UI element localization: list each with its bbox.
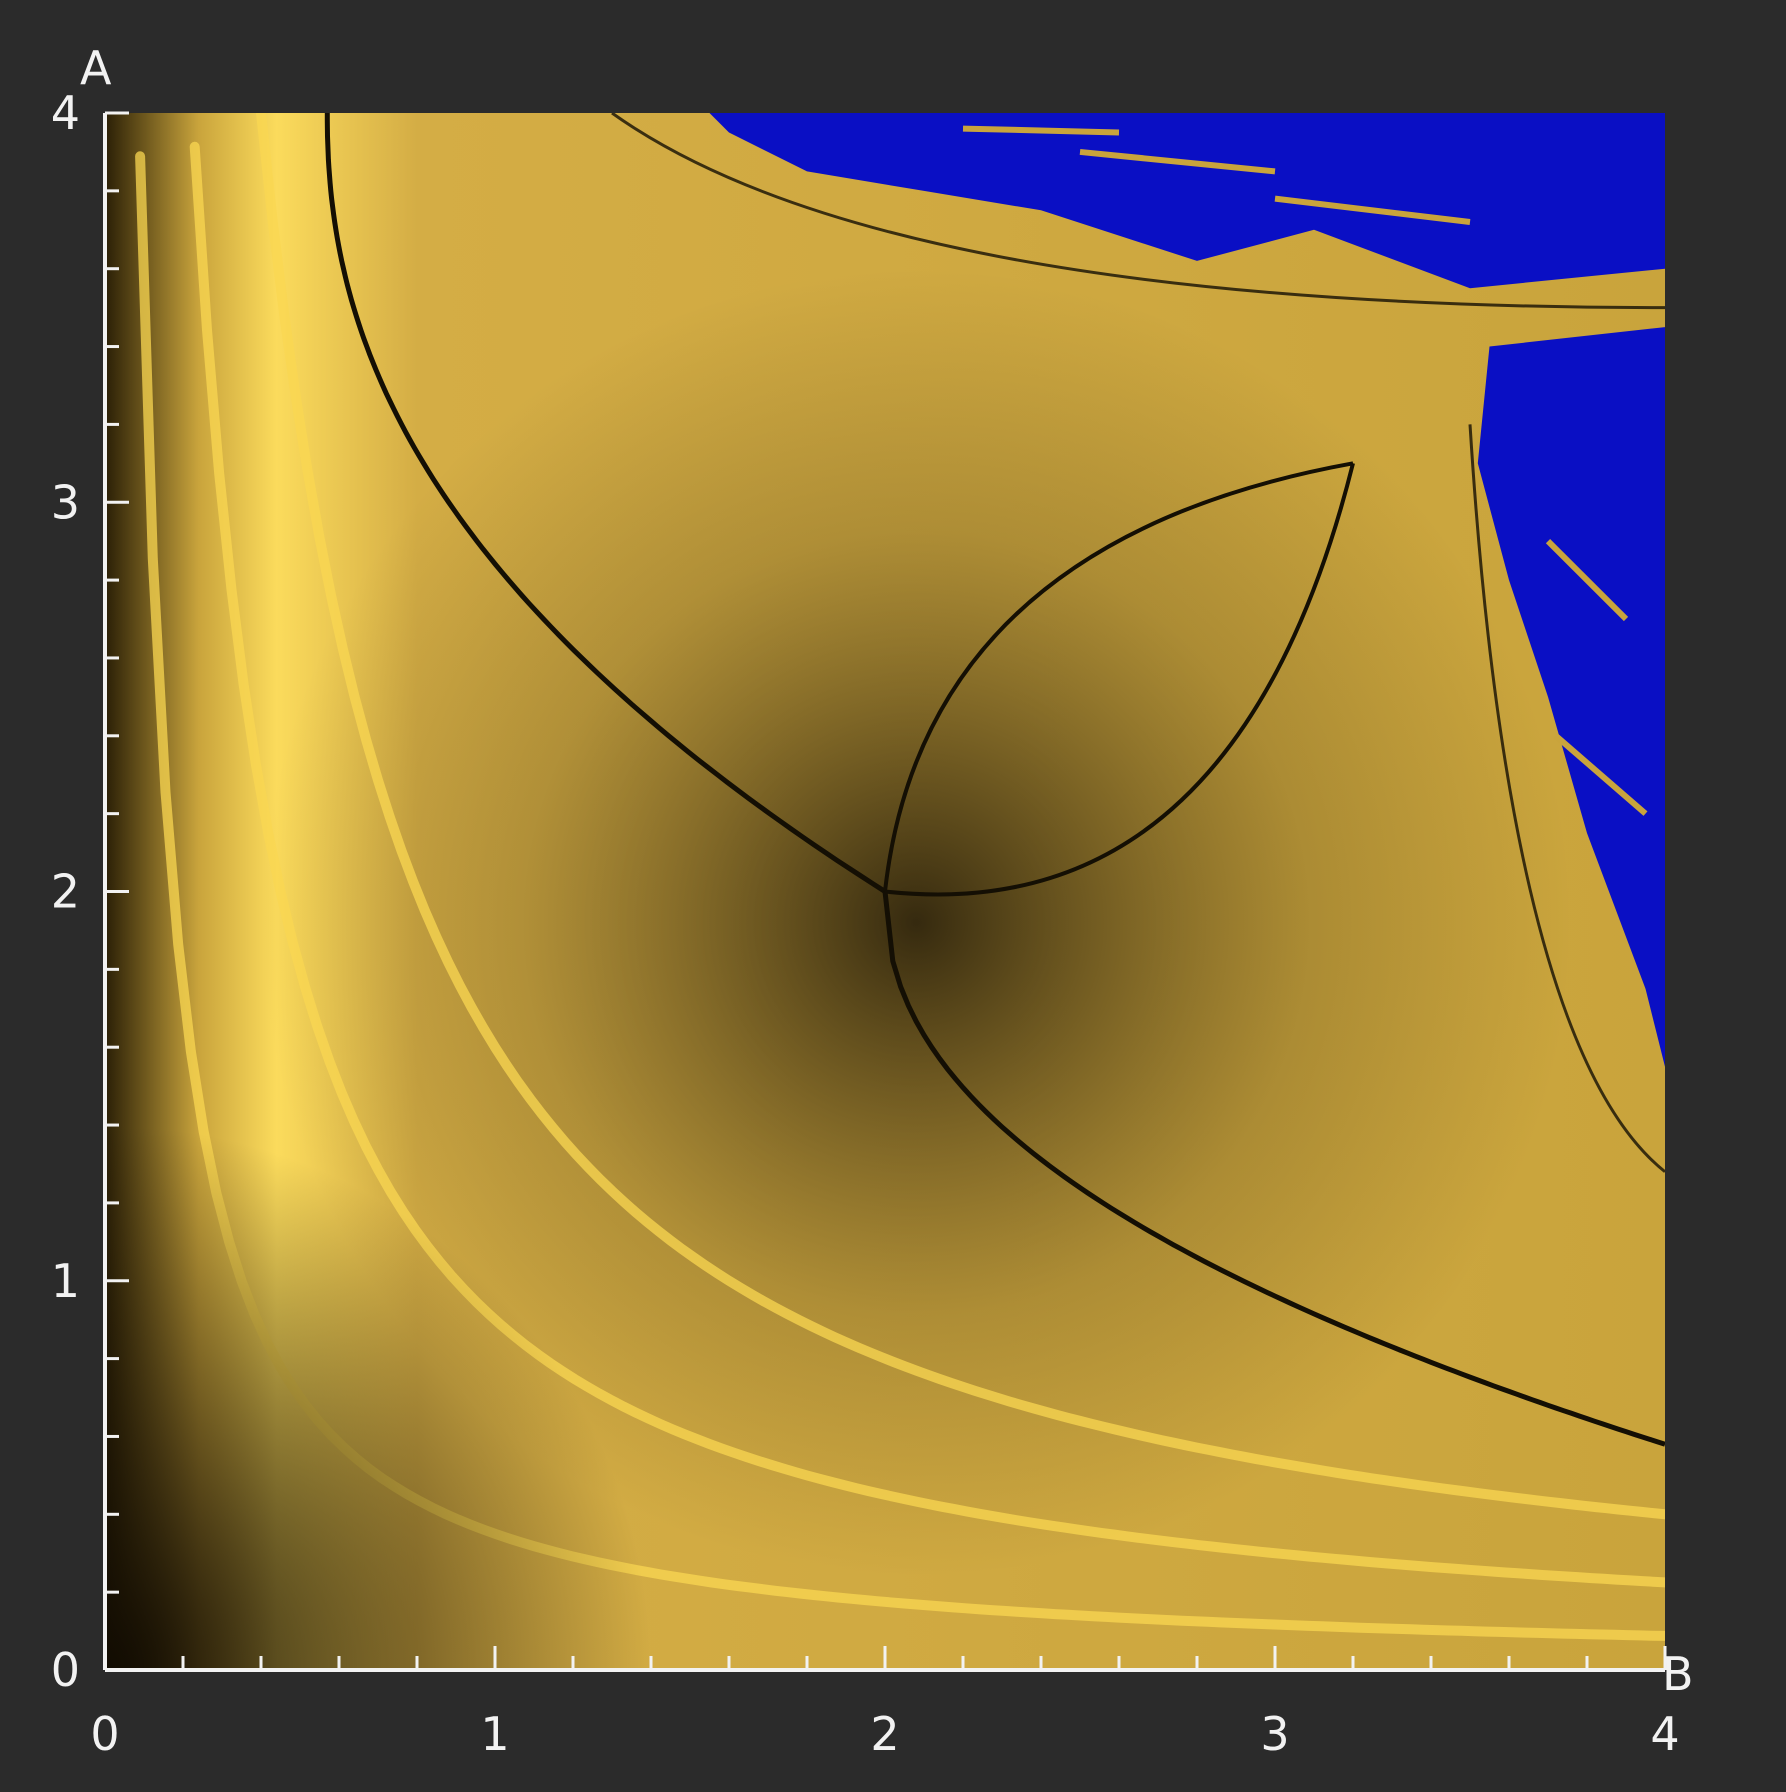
axes <box>103 111 1667 1672</box>
y-tick-label: 4 <box>51 86 80 140</box>
x-tick-label: 3 <box>1260 1707 1289 1761</box>
y-tick-label: 0 <box>51 1643 80 1697</box>
tick-labels: 0 1 2 3 4 0 1 2 3 4 B A <box>51 41 1694 1761</box>
x-tick-label: 4 <box>1650 1707 1679 1761</box>
y-tick-label: 2 <box>51 865 80 919</box>
y-axis-label: A <box>80 41 112 95</box>
y-tick-label: 3 <box>51 475 80 529</box>
y-tick-label: 1 <box>51 1254 80 1308</box>
x-axis-label: B <box>1662 1647 1694 1701</box>
x-tick-label: 1 <box>480 1707 509 1761</box>
heatmap-corner-shade <box>105 113 1665 1670</box>
x-tick-label: 0 <box>90 1707 119 1761</box>
heatmap-plot <box>105 113 1665 1670</box>
x-tick-label: 2 <box>870 1707 899 1761</box>
